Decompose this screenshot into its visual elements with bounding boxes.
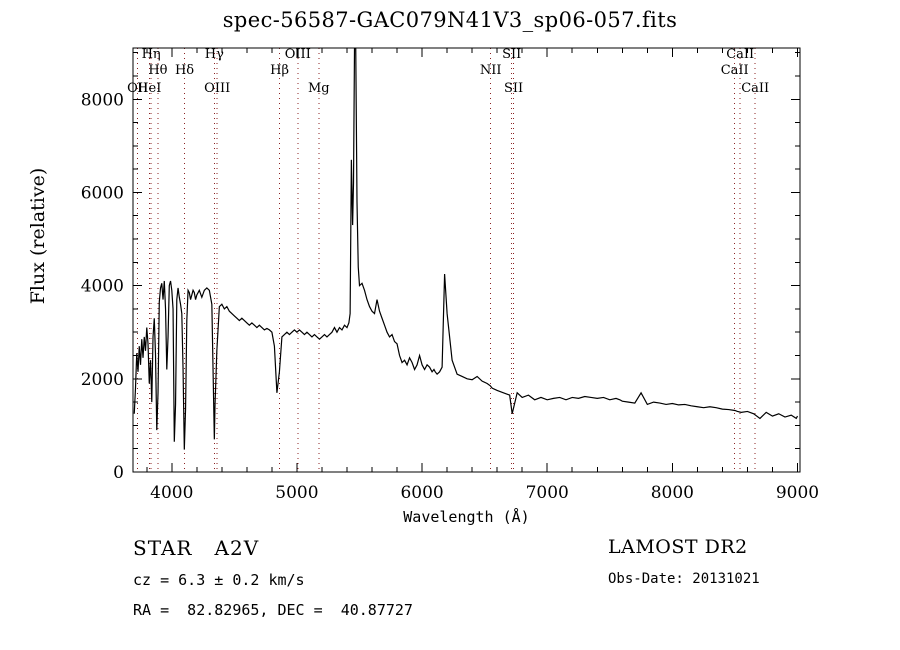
line-label-caii-13: CaII	[721, 63, 749, 78]
line-label-sii-12: SII	[504, 81, 523, 96]
x-tick-label-5000: 5000	[275, 483, 318, 503]
line-label-nii-10: NII	[480, 63, 502, 78]
line-label-h-7: Hβ	[270, 63, 289, 78]
line-label-oiii-8: OIII	[285, 47, 311, 62]
cz-line: cz = 6.3 ± 0.2 km/s	[133, 571, 305, 589]
x-axis-label: Wavelength (Å)	[403, 508, 530, 526]
y-tick-label-2000: 2000	[81, 370, 124, 390]
coordinates-line: RA = 82.82965, DEC = 40.87727	[133, 601, 413, 619]
flux-curve	[133, 48, 799, 450]
x-tick-label-8000: 8000	[651, 483, 694, 503]
line-label-h-5: Hγ	[205, 47, 224, 62]
spectrum-trace	[133, 48, 799, 450]
line-label-h-3: Hθ	[148, 63, 167, 78]
x-tick-label-6000: 6000	[400, 483, 443, 503]
line-marker-gridlines	[137, 48, 756, 472]
x-tick-label-7000: 7000	[526, 483, 569, 503]
footer-right: LAMOST DR2 Obs-Date: 20131021	[608, 536, 760, 587]
line-label-h-4: Hδ	[175, 63, 194, 78]
x-tick-label-4000: 4000	[150, 483, 193, 503]
axis-tick-labels: 4000 5000 6000 7000 8000 9000 0 2000 4000 6000 800…	[81, 90, 819, 503]
axes-frame	[132, 47, 801, 473]
y-tick-label-4000: 4000	[81, 277, 124, 297]
line-label-hei-1: HeI	[137, 81, 161, 96]
y-tick-label-6000: 6000	[81, 183, 124, 203]
survey-label: LAMOST DR2	[608, 536, 748, 558]
page-title: spec-56587-GAC079N41V3_sp06-057.fits	[222, 8, 678, 32]
x-tick-label-9000: 9000	[776, 483, 819, 503]
obs-date-label: Obs-Date: 20131021	[608, 571, 760, 587]
y-tick-label-0: 0	[113, 463, 124, 483]
star-class-line: STAR A2V	[133, 536, 260, 560]
line-label-sii-11: SII	[502, 47, 521, 62]
y-tick-label-8000: 8000	[81, 90, 124, 110]
plot-frame	[132, 47, 801, 473]
line-label-caii-14: CaII	[726, 47, 754, 62]
line-label-mg-9: Mg	[308, 81, 330, 96]
line-label-caii-15: CaII	[741, 81, 769, 96]
line-label-oiii-6: OIII	[204, 81, 230, 96]
line-label-oii-0: OII	[127, 81, 148, 96]
line-label-h-2: Hη	[142, 47, 161, 62]
footer-left: STAR A2V cz = 6.3 ± 0.2 km/s RA = 82.829…	[133, 536, 413, 619]
